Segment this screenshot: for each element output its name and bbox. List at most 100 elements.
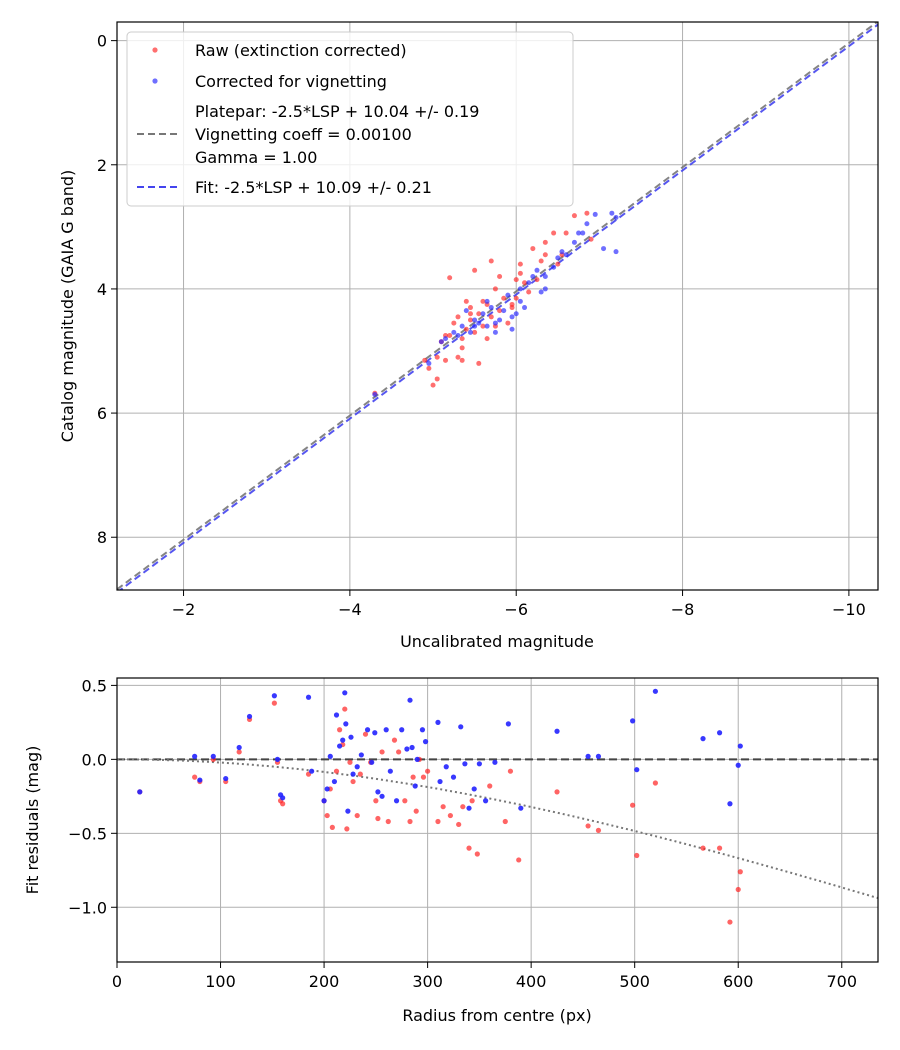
raw-residual-point <box>402 798 408 804</box>
raw-point <box>530 246 536 252</box>
top-plot-frame <box>116 21 879 591</box>
bottom-y-axis-label: Fit residuals (mag) <box>23 746 42 895</box>
raw-residual-point <box>700 845 706 851</box>
raw-point <box>542 252 548 258</box>
raw-point <box>522 280 528 286</box>
corrected-point <box>613 215 619 221</box>
corrected-point <box>488 305 494 311</box>
raw-point <box>480 298 486 304</box>
raw-point <box>455 314 461 320</box>
raw-point <box>551 230 557 236</box>
corrected-residual-point <box>280 795 286 801</box>
corrected-point <box>534 267 540 273</box>
corrected-residual-point <box>387 768 393 774</box>
corrected-residual-point <box>271 693 277 699</box>
bottom-axis-ticks: 0 100 200 300 400 500 600 700 0.5 0.0 −0.5 −1.0 <box>68 676 857 991</box>
corrected-point <box>463 308 469 314</box>
corrected-point <box>372 391 378 397</box>
bottom-y-tick-label: −1.0 <box>68 898 107 917</box>
legend-platepar-label-3: Gamma = 1.00 <box>195 148 317 167</box>
raw-point <box>501 295 507 301</box>
corrected-point <box>584 221 590 227</box>
top-x-tick-label: −10 <box>832 600 866 619</box>
legend-platepar-label-1: Platepar: -2.5*LSP + 10.04 +/- 0.19 <box>195 102 479 121</box>
corrected-point <box>517 286 523 292</box>
corrected-point <box>492 320 498 326</box>
raw-residual-point <box>466 845 472 851</box>
raw-point <box>426 365 432 371</box>
raw-point <box>492 286 498 292</box>
raw-point <box>488 314 494 320</box>
raw-residual-point <box>410 774 416 780</box>
top-y-tick-label: 0 <box>97 32 107 51</box>
raw-point <box>513 295 519 301</box>
bottom-x-tick-label: 500 <box>619 972 650 991</box>
raw-point <box>526 289 532 295</box>
legend-box <box>126 31 574 207</box>
raw-residual-point <box>329 824 335 830</box>
corrected-point <box>563 252 569 258</box>
corrected-residual-point <box>197 777 203 783</box>
raw-residual-point <box>727 919 733 925</box>
raw-residual-point <box>379 749 385 755</box>
raw-residual-point <box>737 869 743 875</box>
top-x-tick-label: −8 <box>671 600 695 619</box>
corrected-point <box>513 311 519 317</box>
corrected-point <box>517 298 523 304</box>
raw-residual-point <box>375 815 381 822</box>
raw-point <box>497 308 503 314</box>
raw-point <box>497 274 503 280</box>
raw-point <box>443 357 449 363</box>
raw-point <box>434 376 440 382</box>
raw-point <box>463 298 469 304</box>
corrected-residual-point <box>700 736 706 742</box>
raw-residual-point <box>507 768 514 774</box>
bottom-x-tick-label: 0 <box>112 972 122 991</box>
corrected-residual-point <box>331 778 338 785</box>
corrected-point <box>484 298 490 304</box>
raw-point <box>467 317 473 323</box>
corrected-residual-point <box>324 786 330 792</box>
bottom-x-tick-label: 400 <box>516 972 547 991</box>
raw-point <box>476 311 482 317</box>
raw-residual-point <box>440 804 446 810</box>
corrected-residual-point <box>518 805 524 811</box>
corrected-residual-point <box>372 730 378 736</box>
bottom-y-tick-label: 0.0 <box>82 750 107 769</box>
top-scatter-points <box>372 210 619 397</box>
bottom-plot-area <box>117 678 878 962</box>
raw-residual-point <box>595 827 602 833</box>
corrected-point <box>505 292 511 298</box>
raw-residual-point <box>373 798 379 804</box>
raw-point <box>447 275 453 281</box>
raw-point <box>542 239 548 245</box>
top-y-axis-label: Catalog magnitude (GAIA G band) <box>58 170 77 442</box>
legend-corrected-marker <box>152 78 158 84</box>
corrected-residual-point <box>337 743 343 749</box>
corrected-residual-point <box>412 783 418 789</box>
corrected-residual-point <box>348 734 354 740</box>
raw-point <box>584 210 590 216</box>
corrected-residual-point <box>343 721 349 727</box>
corrected-residual-point <box>321 798 327 804</box>
raw-residual-point <box>474 851 480 857</box>
bottom-plot-frame <box>116 677 879 963</box>
raw-residual-point <box>634 852 640 859</box>
corrected-residual-point <box>585 753 591 759</box>
corrected-point <box>497 317 503 323</box>
raw-residual-point <box>425 768 431 774</box>
raw-residual-point <box>420 774 427 780</box>
corrected-residual-point <box>340 737 346 743</box>
raw-point <box>476 360 482 366</box>
corrected-residual-point <box>364 727 371 733</box>
bottom-x-tick-label: 200 <box>309 972 340 991</box>
raw-point <box>459 357 465 363</box>
top-x-tick-label: −6 <box>504 600 528 619</box>
corrected-residual-point <box>471 786 477 792</box>
legend-fit-label: Fit: -2.5*LSP + 10.09 +/- 0.21 <box>195 178 432 197</box>
raw-point <box>434 354 440 360</box>
corrected-residual-point <box>137 789 143 795</box>
corrected-residual-point <box>274 756 281 762</box>
corrected-residual-point <box>327 753 333 759</box>
